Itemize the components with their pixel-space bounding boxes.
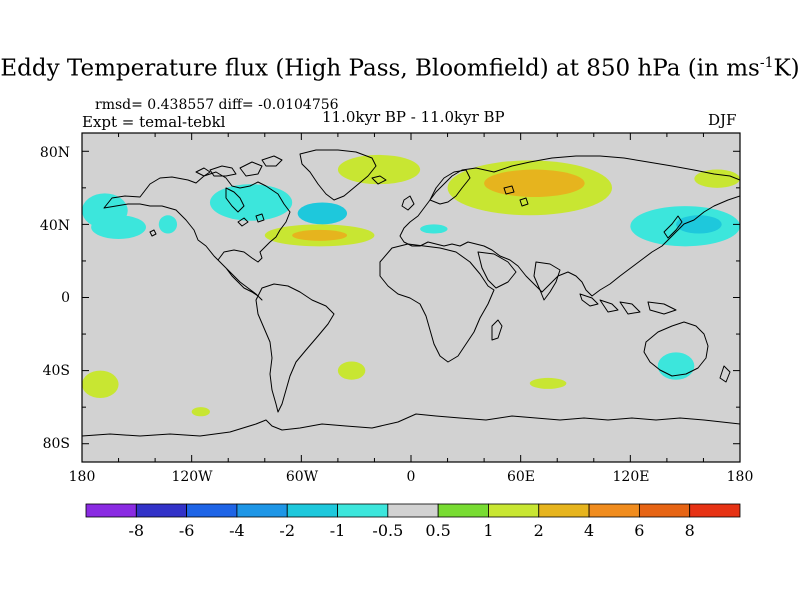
colorbar-tick-label: 0.5 — [425, 521, 451, 540]
colorbar-tick-label: 6 — [634, 521, 645, 540]
coastline-antarctica — [82, 413, 740, 437]
colorbar-tick-label: 1 — [483, 521, 494, 540]
lat-tick-label: 80N — [39, 145, 70, 161]
coastline-hudson-bay — [225, 187, 245, 213]
map-ticks — [81, 133, 741, 462]
colorbar-bin — [236, 503, 288, 518]
colorbar-bin — [689, 503, 741, 518]
coastline-iceland — [371, 175, 387, 185]
title-end: K) — [773, 55, 800, 82]
coastline-greenland — [299, 149, 377, 201]
colorbar-bin — [588, 503, 640, 518]
lon-tick-label: 120E — [612, 469, 650, 485]
coastline-north-america — [103, 171, 291, 301]
lat-tick-label: 0 — [61, 290, 70, 306]
lon-tick-label: 60W — [285, 469, 319, 485]
anomaly-region — [420, 224, 448, 234]
colorbar-bin — [638, 503, 691, 518]
lat-tick-label: 40N — [39, 218, 70, 234]
anomaly-region — [484, 169, 585, 197]
lon-tick-label: 60E — [506, 469, 536, 485]
coastline-india — [533, 261, 561, 301]
colorbar-bin — [488, 503, 540, 518]
anomaly-region — [694, 169, 740, 188]
colorbar-tick-label: 8 — [684, 521, 695, 540]
coastline-japan — [663, 215, 683, 239]
coastline-arctic-islands — [195, 155, 283, 177]
anomaly-region — [297, 202, 348, 225]
colorbar-bin — [85, 503, 137, 518]
coastline-madagascar — [491, 319, 503, 341]
colorbar-tick-label: -6 — [178, 521, 195, 540]
coastline-eurasia — [399, 155, 740, 297]
colorbar-bin — [186, 503, 238, 518]
title-main: Eddy Temperature flux (High Pass, Bloomf… — [0, 55, 760, 82]
colorbar-tick-label: -8 — [128, 521, 145, 540]
lon-tick-label: 180 — [726, 469, 754, 485]
lon-tick-label: 180 — [68, 469, 96, 485]
coastline-new-zealand — [719, 365, 731, 383]
lon-tick-label: 120W — [171, 469, 213, 485]
anomaly-region — [337, 154, 421, 185]
colorbar-bin — [135, 503, 188, 518]
anomaly-region — [82, 370, 119, 399]
coastline-indonesia — [579, 293, 677, 315]
colorbar-bin — [538, 503, 590, 518]
coastline-arabia — [477, 251, 517, 289]
colorbar-bin — [387, 503, 439, 518]
colorbar-tick-label: -0.5 — [372, 521, 404, 540]
anomaly-region — [337, 361, 366, 380]
coastline-scandinavia — [429, 169, 471, 205]
title-superscript: -1 — [759, 55, 774, 71]
anomaly-layer — [82, 154, 740, 417]
stats-text: rmsd= 0.438557 diff= -0.0104756 — [95, 97, 339, 113]
anomaly-region — [529, 377, 567, 389]
coastline-small-features — [149, 185, 529, 237]
anomaly-region — [209, 184, 293, 221]
anomaly-region — [91, 215, 146, 240]
colorbar-tick-label: 2 — [533, 521, 544, 540]
coastline-british-isles — [401, 195, 415, 211]
colorbar-bin — [437, 503, 489, 518]
anomaly-region — [158, 215, 178, 234]
experiment-text: Expt = temal-tebkl — [82, 113, 226, 131]
coastline-layer — [82, 149, 740, 437]
map-background — [82, 133, 740, 462]
season-text: DJF — [708, 111, 737, 129]
figure-title: Eddy Temperature flux (High Pass, Bloomf… — [0, 55, 800, 82]
colorbar-tick-label: -4 — [229, 521, 245, 540]
coastline-south-america — [255, 283, 335, 413]
anomaly-region — [191, 407, 210, 417]
colorbar-tick-label: -2 — [279, 521, 296, 540]
anomaly-region — [676, 215, 722, 234]
colorbar-tick-label: 4 — [583, 521, 595, 540]
colorbar-bin — [337, 503, 389, 518]
colorbar-bin — [286, 503, 338, 518]
period-text: 11.0kyr BP - 11.0kyr BP — [322, 108, 505, 126]
lat-tick-label: 80S — [42, 436, 70, 452]
lat-tick-label: 40S — [42, 363, 70, 379]
lon-tick-label: 0 — [406, 469, 416, 485]
colorbar-tick-label: -1 — [329, 521, 346, 540]
colorbar — [85, 503, 741, 518]
anomaly-region — [292, 229, 348, 241]
coastline-africa — [379, 243, 495, 363]
coastline-australia — [643, 321, 709, 377]
